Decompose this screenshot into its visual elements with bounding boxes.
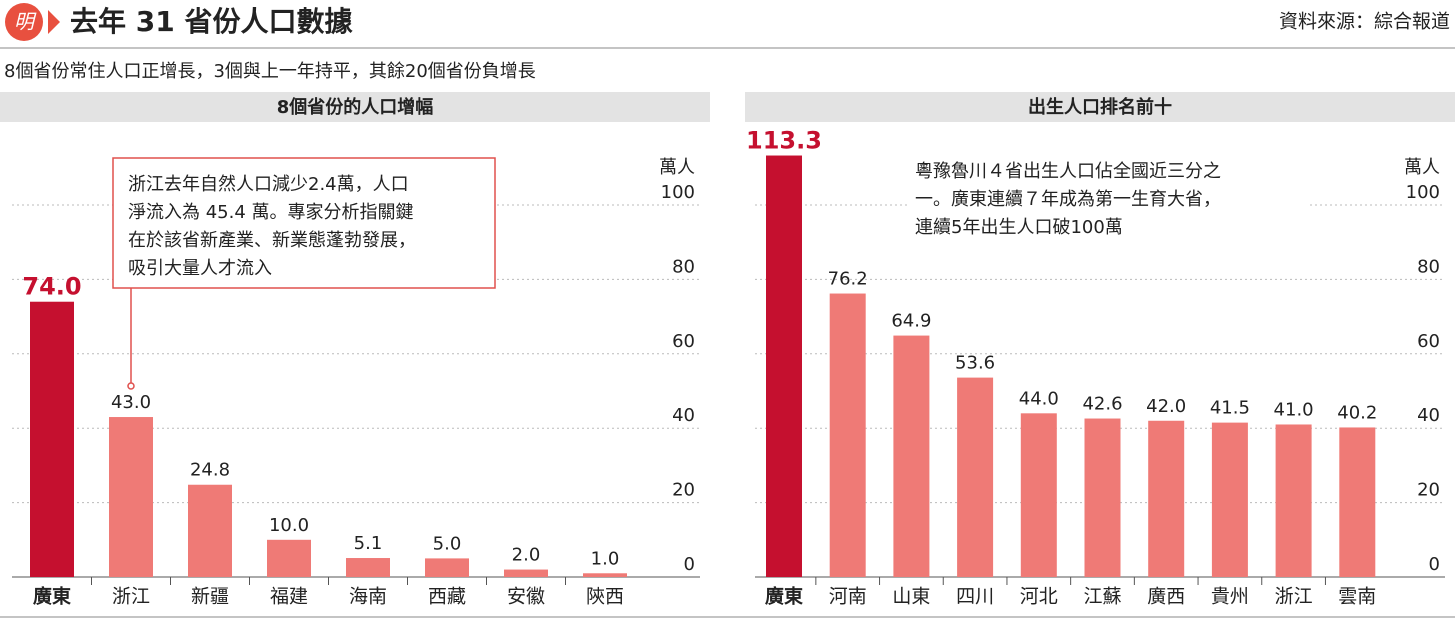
- value-label: 44.0: [1019, 388, 1059, 409]
- value-label: 2.0: [512, 545, 541, 566]
- annotation-box: [112, 157, 496, 289]
- value-label: 42.0: [1146, 396, 1186, 417]
- title: 去年 31 省份人口數據: [70, 5, 353, 38]
- x-tick-label: 海南: [349, 586, 387, 608]
- value-label: 40.2: [1337, 402, 1377, 423]
- y-tick-label: 60: [672, 331, 695, 352]
- x-tick-label: 江蘇: [1083, 586, 1121, 608]
- bar: [346, 558, 390, 577]
- annotation-line: 浙江去年自然人口減少2.4萬，人口: [128, 174, 409, 195]
- y-tick-label: 80: [1417, 256, 1440, 277]
- value-label: 43.0: [111, 392, 151, 413]
- x-tick-label: 安徽: [507, 586, 545, 608]
- value-label: 64.9: [891, 311, 931, 332]
- x-tick-label: 四川: [956, 586, 994, 608]
- bar: [188, 484, 232, 577]
- bar: [1275, 424, 1312, 577]
- y-tick-label: 0: [684, 554, 695, 575]
- x-tick-label: 廣西: [1147, 586, 1185, 608]
- bar: [1211, 422, 1248, 577]
- x-tick-label: 西藏: [428, 586, 466, 608]
- y-tick-label: 40: [672, 405, 695, 426]
- value-label: 5.1: [354, 533, 383, 554]
- y-tick-label: 80: [672, 256, 695, 277]
- bar: [109, 417, 153, 577]
- bar: [425, 558, 469, 577]
- value-label: 76.2: [828, 269, 868, 290]
- value-label: 113.3: [746, 127, 822, 155]
- chart-title: 出生人口排名前十: [1028, 96, 1172, 118]
- bar: [893, 335, 930, 577]
- value-label: 42.6: [1082, 394, 1122, 415]
- x-tick-label: 河南: [829, 586, 867, 608]
- x-tick-label: 浙江: [112, 586, 150, 608]
- y-tick-label: 0: [1429, 554, 1440, 575]
- bar: [766, 155, 802, 578]
- bar: [1339, 427, 1376, 577]
- bar: [1020, 413, 1057, 577]
- x-tick-label: 貴州: [1211, 586, 1249, 608]
- annotation-line: 吸引大量人才流入: [128, 258, 272, 279]
- y-tick-label: 20: [1417, 480, 1440, 501]
- source: 資料來源：綜合報道: [1279, 11, 1450, 33]
- annotation-line: 一。廣東連續７年成為第一生育大省，: [915, 189, 1221, 210]
- chart-header: [0, 92, 710, 122]
- y-axis-label: 萬人: [659, 157, 695, 178]
- chart-header: [745, 92, 1455, 122]
- logo-badge: [5, 3, 43, 41]
- y-tick-label: 40: [1417, 405, 1440, 426]
- bar: [1148, 420, 1185, 577]
- annotation-line: 淨流入為 45.4 萬。專家分析指關鍵: [128, 202, 414, 223]
- annotation-line: 連續5年出生人口破100萬: [915, 217, 1123, 238]
- value-label: 53.6: [955, 353, 995, 374]
- x-tick-label: 河北: [1020, 586, 1058, 608]
- subtitle: 8個省份常住人口正增長，3個與上一年持平，其餘20個省份負增長: [4, 61, 536, 82]
- x-tick-label: 廣東: [765, 585, 803, 608]
- annotation-line: 粵豫魯川４省出生人口佔全國近三分之: [915, 161, 1221, 182]
- y-axis-label: 萬人: [1404, 157, 1440, 178]
- value-label: 10.0: [269, 515, 309, 536]
- bar: [504, 569, 548, 577]
- x-tick-label: 福建: [270, 586, 308, 608]
- x-tick-label: 陝西: [586, 586, 624, 608]
- value-label: 41.0: [1274, 399, 1314, 420]
- y-tick-label: 60: [1417, 331, 1440, 352]
- chart-title: 8個省份的人口增幅: [277, 96, 434, 118]
- logo-arrow: [48, 10, 60, 34]
- callout-dot: [127, 382, 135, 390]
- bar: [30, 301, 74, 577]
- bar: [957, 377, 994, 577]
- logo: 明: [14, 10, 37, 34]
- bar: [829, 293, 866, 577]
- x-tick-label: 浙江: [1275, 586, 1313, 608]
- value-label: 1.0: [591, 548, 620, 569]
- bar: [583, 573, 627, 577]
- y-tick-label: 100: [1406, 182, 1440, 203]
- x-tick-label: 雲南: [1338, 586, 1376, 608]
- y-tick-label: 20: [672, 480, 695, 501]
- value-label: 74.0: [22, 273, 81, 301]
- bar: [267, 539, 311, 577]
- x-tick-label: 廣東: [33, 585, 71, 608]
- annotation-line: 在於該省新產業、新業態蓬勃發展，: [128, 230, 416, 251]
- y-tick-label: 100: [661, 182, 695, 203]
- value-label: 5.0: [433, 533, 462, 554]
- x-tick-label: 新疆: [191, 586, 229, 608]
- annotation-bg: [909, 156, 1309, 244]
- value-label: 24.8: [190, 460, 230, 481]
- x-tick-label: 山東: [892, 586, 930, 608]
- bar: [1084, 418, 1121, 577]
- value-label: 41.5: [1210, 398, 1250, 419]
